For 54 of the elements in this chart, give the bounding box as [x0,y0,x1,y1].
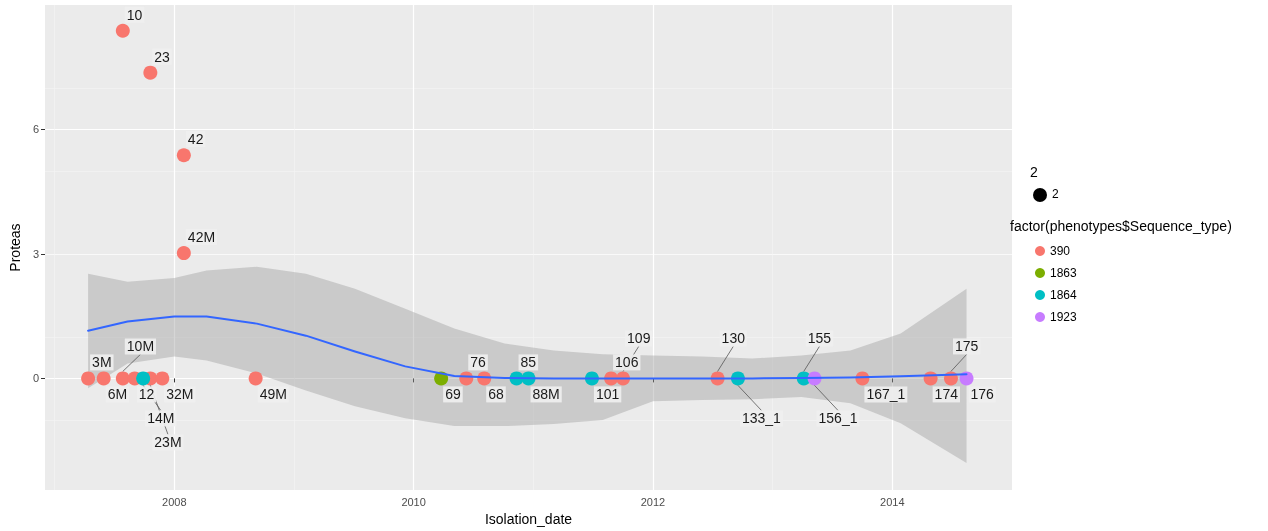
legend-label: 1923 [1050,310,1078,324]
annotation: 133_1 [741,410,782,427]
point [143,65,158,80]
legend-label: 390 [1050,244,1071,258]
point [96,371,111,386]
point [81,371,96,386]
annotation: 10M [126,338,155,355]
point [155,371,170,386]
y-tick-label: 0 [32,372,40,385]
annotation: 12 [138,386,155,403]
y-axis-title: Proteas [7,223,23,272]
annotation: 69 [445,386,461,403]
annotation: 23 [154,48,171,65]
annotation: 42M [187,229,216,246]
text: 2 [1030,164,1038,180]
annotation: 85 [520,354,537,371]
legend-label: 1864 [1050,288,1078,302]
annotation: 174 [934,386,959,403]
annotation: 76 [470,354,487,371]
point [248,371,263,386]
x-tick-label: 2008 [162,495,187,508]
legend-title: factor(phenotypes$Sequence_type) [1010,218,1232,234]
annotation: 23M [154,434,182,451]
y-tick-label: 3 [32,247,40,260]
annotation: 155 [807,330,832,347]
annotation: 49M [259,386,287,403]
annotation: 3M [92,354,112,371]
text: 2 [1052,187,1059,201]
x-axis-title: Isolation_date [484,511,573,527]
point [176,246,191,261]
point [115,23,130,38]
annotation: 156_1 [818,410,858,427]
point [176,148,191,163]
annotation: 176 [970,386,995,403]
annotation: 101 [595,386,620,403]
annotation: 10 [126,6,143,23]
annotation: 106 [615,354,639,371]
x-tick-label: 2012 [640,495,666,508]
annotation: 130 [721,330,746,347]
annotation: 109 [627,330,651,347]
annotation: 68 [488,386,505,403]
y-tick-label: 6 [32,123,40,136]
annotation: 14M [147,410,175,427]
x-tick-label: 2010 [401,495,426,508]
annotation: 167_1 [866,386,906,403]
point [115,371,130,386]
point [136,371,151,386]
annotation: 42 [187,131,204,148]
annotation: 88M [532,386,560,403]
annotation: 32M [166,386,194,403]
x-tick-label: 2014 [880,495,905,508]
annotation: 6M [107,386,128,403]
annotation: 175 [954,338,979,355]
legend-label: 1863 [1050,266,1078,280]
